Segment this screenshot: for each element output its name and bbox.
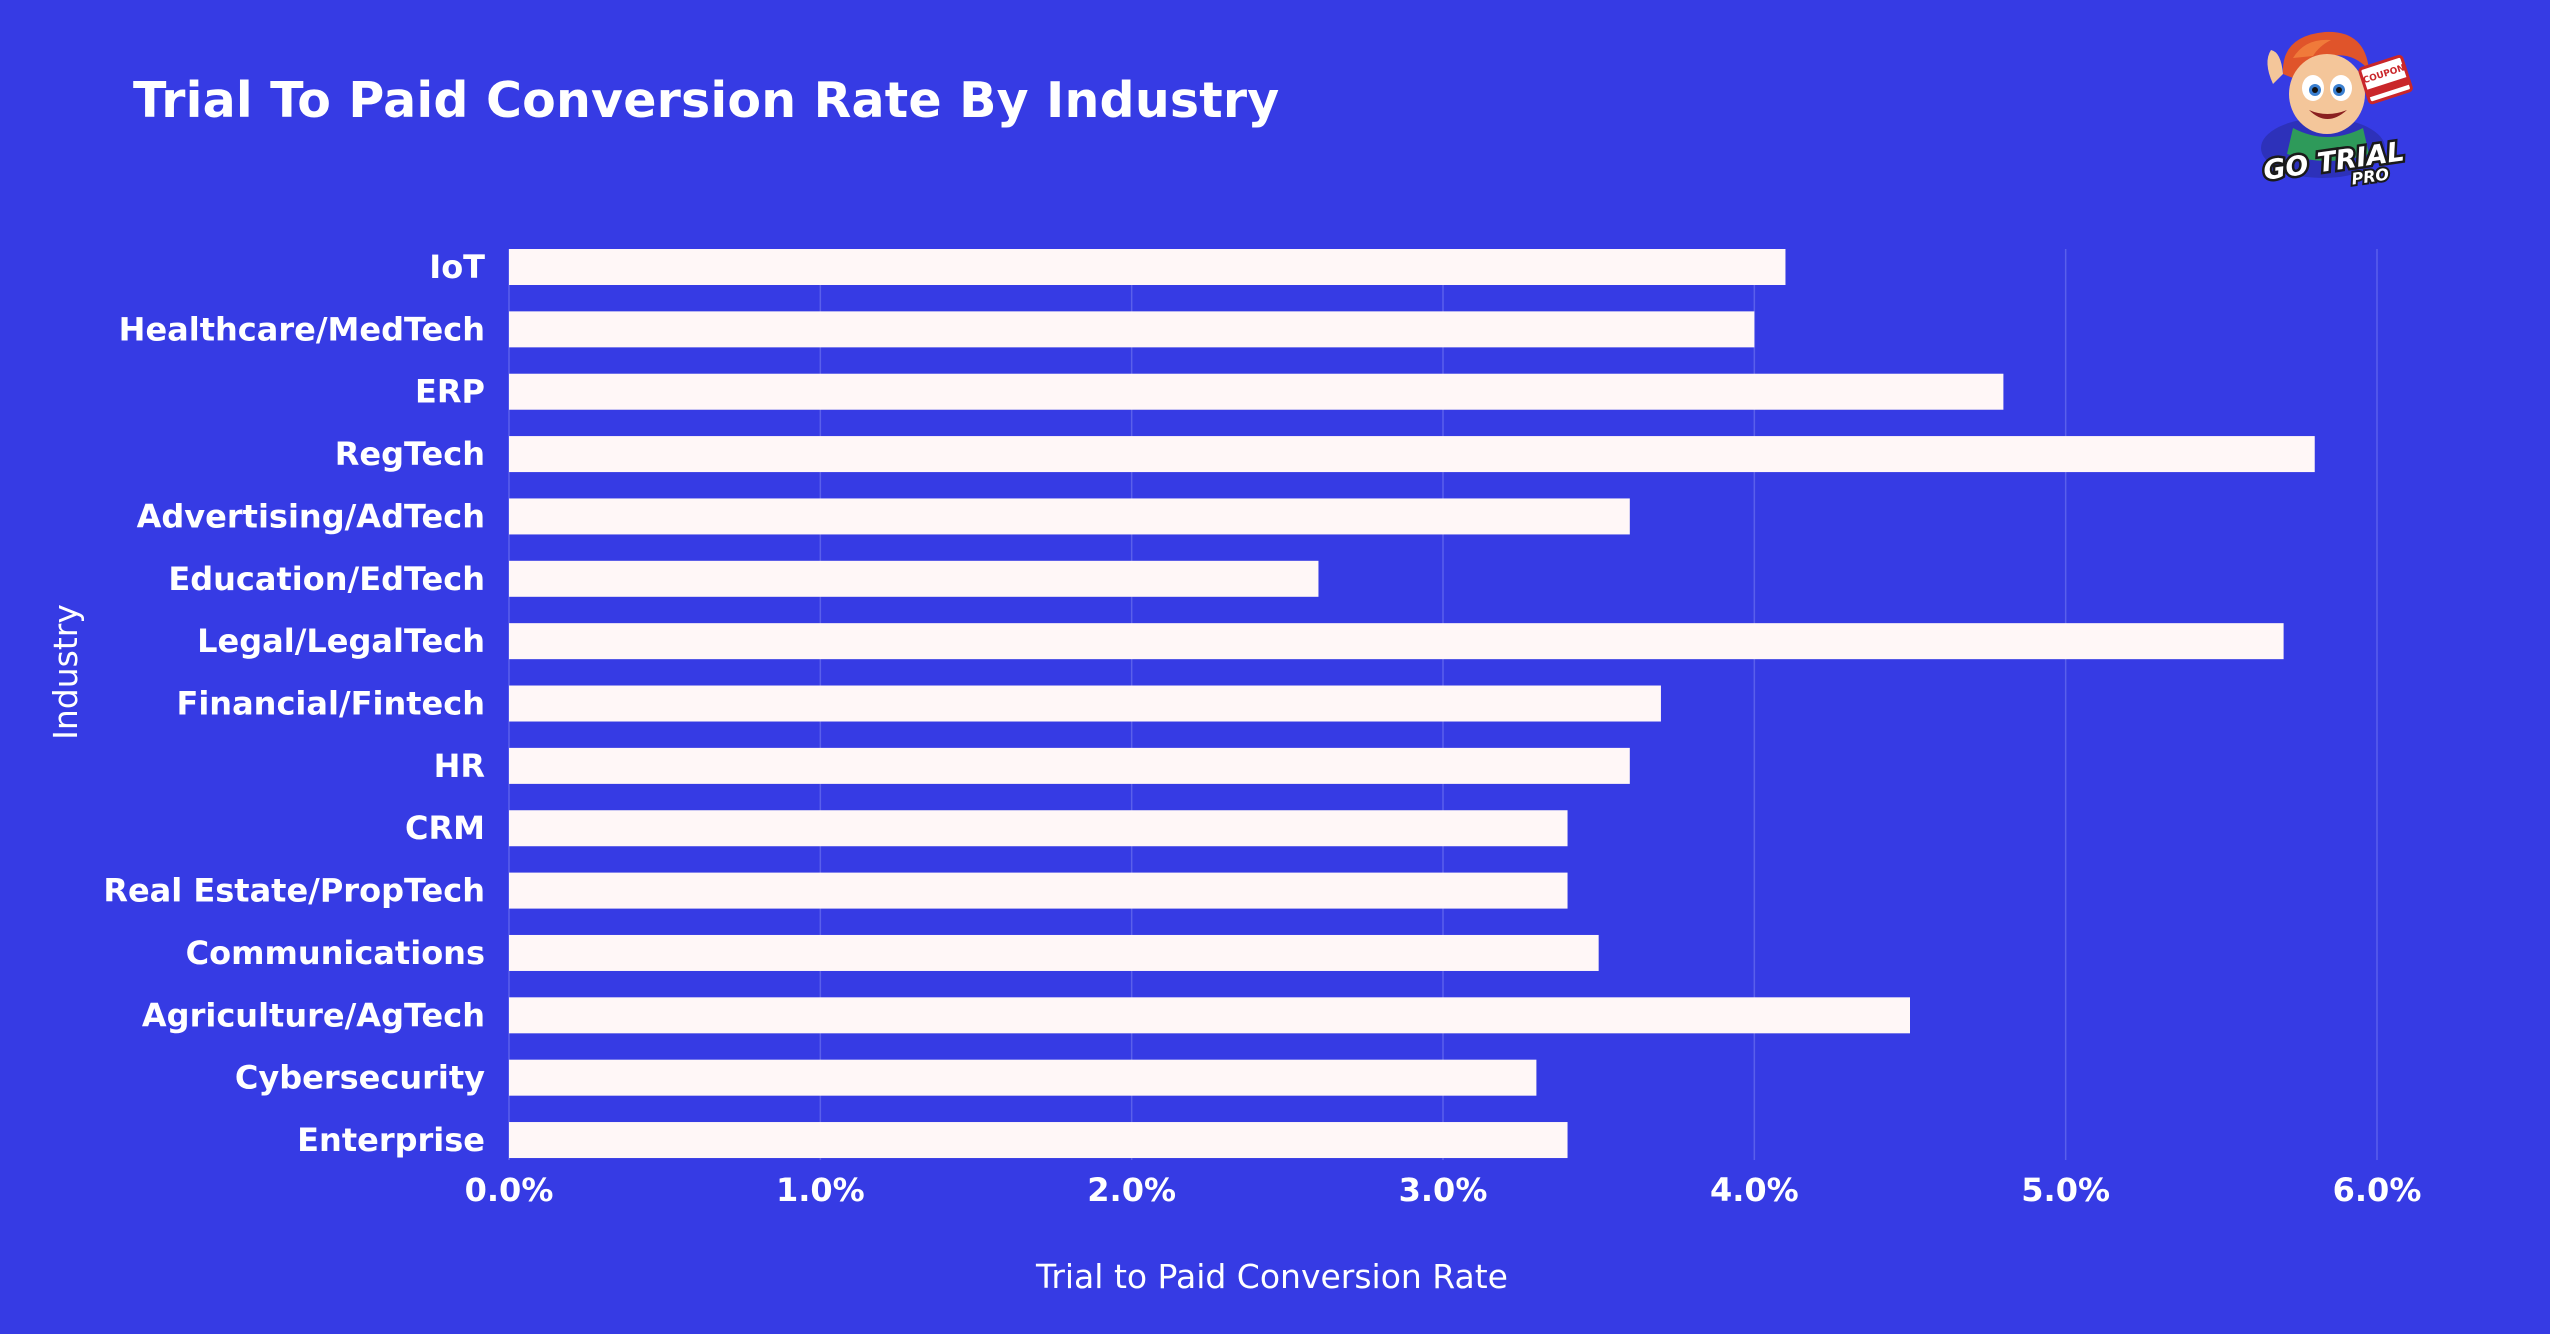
category-label: IoT bbox=[429, 248, 485, 286]
category-label: Communications bbox=[186, 934, 485, 972]
x-tick-label: 4.0% bbox=[1710, 1171, 1799, 1209]
x-tick-labels: 0.0% 1.0% 2.0% 3.0% 4.0% 5.0% 6.0% bbox=[465, 1171, 2422, 1209]
bar bbox=[509, 373, 2004, 410]
bar bbox=[509, 685, 1661, 722]
category-label: HR bbox=[434, 747, 485, 785]
category-label: Education/EdTech bbox=[168, 560, 485, 598]
category-label: Enterprise bbox=[297, 1121, 485, 1159]
category-label: Real Estate/PropTech bbox=[103, 872, 485, 910]
bar bbox=[509, 810, 1568, 847]
category-label: ERP bbox=[415, 373, 485, 411]
category-label: Cybersecurity bbox=[235, 1059, 485, 1097]
bar bbox=[509, 997, 1910, 1034]
category-label: RegTech bbox=[335, 435, 485, 473]
bar bbox=[509, 560, 1319, 597]
bar bbox=[509, 623, 2284, 660]
bar bbox=[509, 311, 1755, 348]
x-tick-label: 1.0% bbox=[776, 1171, 865, 1209]
x-tick-label: 0.0% bbox=[465, 1171, 554, 1209]
bar bbox=[509, 498, 1630, 535]
category-labels: IoT Healthcare/MedTech ERP RegTech Advertisi… bbox=[103, 248, 485, 1159]
category-label: Healthcare/MedTech bbox=[119, 310, 485, 348]
bar bbox=[509, 934, 1599, 971]
go-trial-pro-logo: COUPON GO TRIAL PRO bbox=[2253, 22, 2423, 191]
mascot-logo-icon: COUPON GO TRIAL PRO bbox=[2259, 31, 2413, 191]
x-axis-title: Trial to Paid Conversion Rate bbox=[1035, 1257, 1508, 1296]
bar bbox=[509, 436, 2315, 473]
x-tick-label: 2.0% bbox=[1087, 1171, 1176, 1209]
x-tick-label: 3.0% bbox=[1399, 1171, 1488, 1209]
chart-title: Trial To Paid Conversion Rate By Industr… bbox=[133, 72, 1280, 129]
bar bbox=[509, 747, 1630, 784]
y-axis-title: Industry bbox=[46, 604, 85, 740]
category-label: Advertising/AdTech bbox=[137, 497, 485, 535]
category-label: Financial/Fintech bbox=[176, 685, 485, 723]
x-tick-label: 5.0% bbox=[2021, 1171, 2110, 1209]
bar bbox=[509, 1122, 1568, 1159]
bar bbox=[509, 1059, 1537, 1096]
category-label: Agriculture/AgTech bbox=[142, 996, 485, 1034]
category-label: CRM bbox=[405, 809, 485, 847]
bar bbox=[509, 249, 1786, 285]
category-label: Legal/LegalTech bbox=[197, 622, 485, 660]
bar bbox=[509, 872, 1568, 909]
bars bbox=[509, 249, 2315, 1159]
x-tick-label: 6.0% bbox=[2333, 1171, 2422, 1209]
